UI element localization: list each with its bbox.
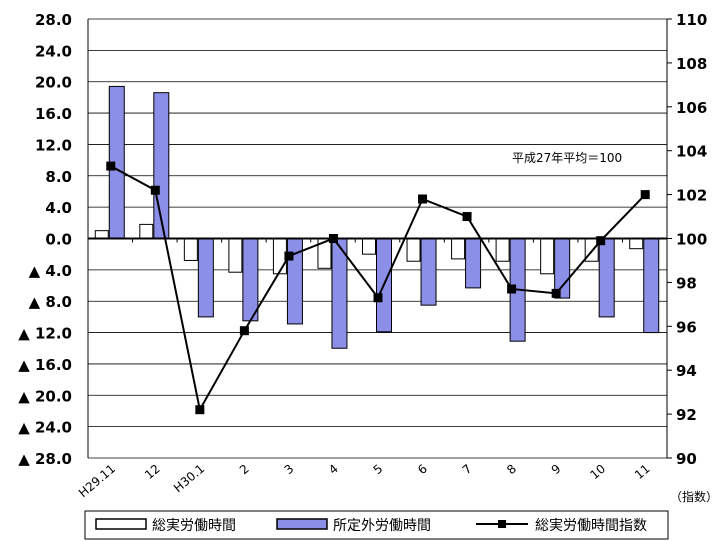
category-label: 11 <box>632 462 653 483</box>
category-label: H29.11 <box>76 462 118 501</box>
bar-overtime-hours <box>242 238 259 322</box>
bar-overtime-hours <box>465 238 482 289</box>
left-tick-label: ▲ 16.0 <box>18 356 72 374</box>
bar-overtime-hours <box>643 238 660 334</box>
bar-total-hours <box>451 238 466 260</box>
left-tick-label: ▲ 20.0 <box>18 387 72 405</box>
legend-swatch-index-marker <box>498 520 506 528</box>
right-tick-label: 106 <box>676 99 707 117</box>
right-tick-label: 90 <box>676 450 697 468</box>
category-label: 7 <box>460 462 475 478</box>
right-axis-ticks: 90 92 94 96 98 100 102 104 106 108 110 <box>676 11 707 468</box>
right-tick-label: 96 <box>676 318 697 336</box>
left-tick-label: 0.0 <box>45 231 72 249</box>
bar-total-hours <box>228 238 243 273</box>
index-line <box>106 161 650 415</box>
bar-total-hours <box>139 223 154 239</box>
left-tick-label: 20.0 <box>35 74 72 92</box>
left-tick-label: ▲ 4.0 <box>29 262 72 280</box>
bar-total-hours <box>362 238 376 255</box>
right-tick-label: 110 <box>676 11 707 29</box>
axes <box>87 18 672 459</box>
left-tick-label: 4.0 <box>45 199 72 217</box>
left-tick-label: ▲ 12.0 <box>18 325 72 343</box>
bar-total-hours <box>540 238 555 275</box>
right-tick-label: 98 <box>676 274 697 292</box>
point-index <box>106 161 116 171</box>
bar-overtime-hours <box>197 238 214 318</box>
left-tick-label: 12.0 <box>35 136 72 154</box>
bar-total-hours <box>406 238 421 262</box>
point-index <box>640 190 650 200</box>
point-index <box>328 234 338 243</box>
right-tick-label: 108 <box>676 55 707 73</box>
category-label: 2 <box>237 462 252 478</box>
legend-label-total-hours: 総実労働時間 <box>152 518 236 534</box>
left-tick-label: 24.0 <box>35 42 72 60</box>
category-label: 10 <box>587 462 608 483</box>
bar-total-hours <box>94 230 109 240</box>
point-index <box>507 284 517 294</box>
point-index <box>462 212 472 222</box>
bar-total-hours <box>629 238 644 250</box>
left-axis-ticks: ▲ 28.0 ▲ 24.0 ▲ 20.0 ▲ 16.0 ▲ 12.0 ▲ 8.0 ▲ 4.0… <box>18 11 72 468</box>
bars <box>94 85 660 349</box>
legend: 総実労働時間 所定外労働時間 総実労働時間指数 <box>84 510 669 540</box>
legend-label-index: 総実労働時間指数 <box>535 518 647 534</box>
bar-overtime-hours <box>598 238 615 318</box>
right-tick-label: 100 <box>676 231 707 249</box>
point-index <box>284 251 294 261</box>
category-label: 9 <box>549 462 564 478</box>
base-annotation: 平成27年平均＝100 <box>512 151 622 165</box>
left-tick-label: ▲ 8.0 <box>29 293 72 311</box>
index-unit-label: （指数） <box>670 489 718 504</box>
category-label: 8 <box>504 462 519 478</box>
legend-swatch-overtime-hours <box>276 518 328 530</box>
right-tick-label: 102 <box>676 187 707 205</box>
point-index <box>239 326 249 336</box>
left-tick-label: ▲ 24.0 <box>18 419 72 437</box>
category-label: 5 <box>371 462 386 478</box>
category-label: 12 <box>142 462 163 483</box>
right-tick-label: 92 <box>676 406 697 424</box>
point-index <box>373 293 383 303</box>
legend-label-overtime-hours: 所定外労働時間 <box>333 518 431 534</box>
category-label: 3 <box>281 462 296 478</box>
bar-overtime-hours <box>420 238 437 306</box>
point-index <box>418 194 428 204</box>
bar-total-hours <box>495 238 510 262</box>
left-tick-label: 28.0 <box>35 11 72 29</box>
point-index <box>596 236 606 246</box>
left-tick-label: 8.0 <box>45 168 72 186</box>
legend-frame <box>84 510 669 540</box>
right-tick-label: 104 <box>676 143 707 161</box>
bar-total-hours <box>183 238 198 261</box>
category-label: 6 <box>415 462 430 478</box>
right-tick-label: 94 <box>676 362 697 380</box>
x-axis-categories: H29.11 12 H30.1 2 3 4 5 6 7 8 9 10 11 <box>76 462 653 501</box>
left-tick-label: 16.0 <box>35 105 72 123</box>
left-tick-label: ▲ 28.0 <box>18 450 72 468</box>
point-index <box>551 288 561 298</box>
legend-swatch-total-hours <box>95 518 147 530</box>
point-index <box>150 185 160 195</box>
point-index <box>195 405 205 415</box>
category-label: H30.1 <box>171 462 207 496</box>
category-label: 4 <box>326 462 341 478</box>
